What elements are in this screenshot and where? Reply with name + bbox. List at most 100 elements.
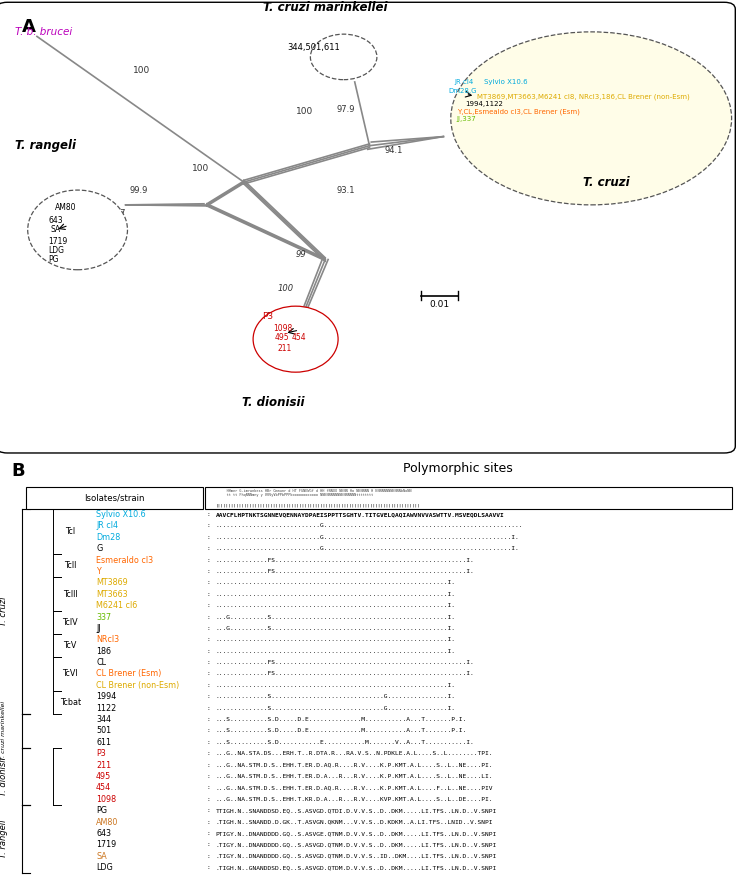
Text: 337: 337 <box>96 613 111 621</box>
Text: P3: P3 <box>96 750 106 758</box>
Text: Polymorphic sites: Polymorphic sites <box>403 461 513 475</box>
Text: 643: 643 <box>96 829 111 838</box>
Text: ...S..........S.D...........E...........M.......V..A...T...........I.: ...S..........S.D...........E...........… <box>216 740 474 745</box>
Text: ............................G...................................................: ............................G...........… <box>216 523 523 529</box>
Text: 1098: 1098 <box>273 324 293 333</box>
Text: ..............FS...................................................I.: ..............FS........................… <box>216 660 474 665</box>
Text: :: : <box>207 717 211 722</box>
Text: SA: SA <box>50 225 61 234</box>
Text: 643: 643 <box>48 217 63 225</box>
FancyBboxPatch shape <box>0 3 735 453</box>
Ellipse shape <box>451 32 732 205</box>
Text: PG: PG <box>48 255 58 264</box>
Text: LDG: LDG <box>96 863 113 873</box>
Text: :: : <box>207 591 211 597</box>
Text: :: : <box>207 796 211 802</box>
Text: :: : <box>207 705 211 711</box>
Text: :: : <box>207 603 211 608</box>
Text: :: : <box>207 740 211 745</box>
Text: AM80: AM80 <box>96 818 118 827</box>
Text: :: : <box>207 512 211 517</box>
Text: Tcbat: Tcbat <box>60 698 81 707</box>
Text: TcIV: TcIV <box>62 618 78 628</box>
Text: 0.01: 0.01 <box>429 301 450 309</box>
Text: JJ,337: JJ,337 <box>457 117 477 122</box>
Text: 1098: 1098 <box>96 795 116 804</box>
Text: 211: 211 <box>96 760 111 770</box>
Text: .TIGY.N..DNANDDDD.GQ..S.ASVGD.QTNM.D.V.V.S..D..DKM.....LI.TFS..LN.D..V.SNPI: .TIGY.N..DNANDDDD.GQ..S.ASVGD.QTNM.D.V.V… <box>216 842 497 847</box>
Text: PTIGY.N..DNANDDDD.GQ..S.ASVGE.QTNM.D.V.V.S..D..DKM.....LI.TFS..LN.D..V.SNPI: PTIGY.N..DNANDDDD.GQ..S.ASVGE.QTNM.D.V.V… <box>216 831 497 836</box>
Text: ...G..........S...............................................I.: ...G..........S.........................… <box>216 626 456 631</box>
Text: 93.1: 93.1 <box>336 187 355 195</box>
Text: :: : <box>207 751 211 756</box>
Text: 100: 100 <box>192 164 209 172</box>
Text: 495: 495 <box>275 333 290 342</box>
Text: T. cruzi marinkellei: T. cruzi marinkellei <box>263 1 387 13</box>
Text: ..............................................................I.: ........................................… <box>216 581 456 585</box>
Text: ...S..........S.D.....D.E..............M...........A...T.......P.I.: ...S..........S.D.....D.E..............M… <box>216 717 467 722</box>
Text: AAVCFLHPTNKTSGNNEVQENNAYDPAEISPPTTSGHTV.TITGVELQAQIAWVNVVASWTTV.MSVEQDLSAAVVI: AAVCFLHPTNKTSGNNEVQENNAYDPAEISPPTTSGHTV.… <box>216 512 505 517</box>
Text: 100: 100 <box>277 285 293 293</box>
Text: .TIGH.N..GNANDDSD.EQ..S.ASVGD.QTDM.D.V.V.S..D..DKM.....LI.TFS..LN.D..V.SNPI: .TIGH.N..GNANDDSD.EQ..S.ASVGD.QTDM.D.V.V… <box>216 865 497 870</box>
Text: B: B <box>11 461 24 480</box>
Text: :: : <box>207 535 211 540</box>
Text: 94.1: 94.1 <box>384 146 403 155</box>
Ellipse shape <box>28 190 128 270</box>
Text: :: : <box>207 763 211 767</box>
Text: :: : <box>207 831 211 836</box>
Text: ..............................................................I.: ........................................… <box>216 682 456 688</box>
Text: T. dionisii: T. dionisii <box>0 757 8 796</box>
Text: ..............FS...................................................I.: ..............FS........................… <box>216 672 474 676</box>
Text: A: A <box>22 19 36 36</box>
Text: LDG: LDG <box>48 246 64 255</box>
Text: 100: 100 <box>296 107 313 116</box>
Text: 454: 454 <box>292 333 307 342</box>
Text: AM80: AM80 <box>55 202 77 211</box>
Text: :: : <box>207 672 211 676</box>
Text: T. b. brucei: T. b. brucei <box>15 27 72 37</box>
Bar <box>205 487 732 509</box>
Text: MT3869: MT3869 <box>96 578 128 587</box>
Text: T. cruzi marinkellei: T. cruzi marinkellei <box>1 701 6 760</box>
Text: :: : <box>207 546 211 552</box>
Text: ..............S..............................G................I.: ..............S.........................… <box>216 694 456 699</box>
Text: ...G..NA.STA.DS...ERH.T..R.DTA.R...RA.V.S..N.PDKLE.A.L....S..L........TPI.: ...G..NA.STA.DS...ERH.T..R.DTA.R...RA.V.… <box>216 751 494 756</box>
Text: :: : <box>207 842 211 847</box>
Text: :: : <box>207 649 211 653</box>
Text: T. cruzi: T. cruzi <box>0 597 8 626</box>
Text: ..............S..............................G................I.: ..............S.........................… <box>216 705 456 711</box>
Text: 99.9: 99.9 <box>129 187 148 195</box>
Text: :: : <box>207 637 211 643</box>
Text: TcI: TcI <box>65 527 75 536</box>
Text: 495: 495 <box>96 772 112 781</box>
Text: P3: P3 <box>262 312 273 321</box>
Text: NRcl3: NRcl3 <box>96 636 119 644</box>
Text: tt tt FhqNNNmny y VVVyVbPPbPPPboooooooooooo NNNNNNNNNNNNNNNNNtttttttt: tt tt FhqNNNmny y VVVyVbPPbPPPbooooooooo… <box>216 493 373 498</box>
Text: ..............FS...................................................I.: ..............FS........................… <box>216 569 474 574</box>
Text: ...G..NA.STM.D.S..EHH.T.ER.D.A...R...R.V....K.P.KMT.A.L....S..L..NE....LI.: ...G..NA.STM.D.S..EHH.T.ER.D.A...R...R.V… <box>216 774 494 779</box>
Text: TcV: TcV <box>64 641 77 650</box>
Text: :: : <box>207 774 211 779</box>
Text: JR cl4: JR cl4 <box>96 522 118 530</box>
Text: ..............FS...................................................I.: ..............FS........................… <box>216 558 474 562</box>
Text: :: : <box>207 682 211 688</box>
Text: :: : <box>207 865 211 870</box>
Text: :: : <box>207 581 211 585</box>
Text: 611: 611 <box>96 738 111 747</box>
Text: 344: 344 <box>96 715 111 724</box>
Text: HHmer G-imrwnbess HBr Omnunr d HT FGNEWGf d HH fNNOO NNNN Ho NNNNNN H NNNNNNNNNN: HHmer G-imrwnbess HBr Omnunr d HT FGNEWG… <box>216 489 412 492</box>
Text: 454: 454 <box>96 783 111 792</box>
Text: ............................G..................................................I: ............................G...........… <box>216 535 520 540</box>
Ellipse shape <box>253 306 338 372</box>
Text: :: : <box>207 854 211 858</box>
Text: M6241 cl6: M6241 cl6 <box>96 601 137 610</box>
Text: TTIGH.N..SNANDDSD.EQ..S.ASVGD.QTDI.D.V.V.S..D..DKM.....LI.TFS..LN.D..V.SNPI: TTIGH.N..SNANDDSD.EQ..S.ASVGD.QTDI.D.V.V… <box>216 808 497 813</box>
Text: Dm28,G: Dm28,G <box>449 88 477 94</box>
Text: MT3869,MT3663,M6241 cl8, NRcl3,186,CL Brener (non-Esm): MT3869,MT3663,M6241 cl8, NRcl3,186,CL Br… <box>477 94 689 100</box>
Text: T. rangeli: T. rangeli <box>15 139 76 152</box>
Text: 99: 99 <box>296 250 307 259</box>
Text: T. rangeli: T. rangeli <box>0 819 8 858</box>
Text: 211: 211 <box>277 344 291 353</box>
Text: ...G..........S...............................................I.: ...G..........S.........................… <box>216 614 456 620</box>
Text: 501: 501 <box>96 727 111 735</box>
